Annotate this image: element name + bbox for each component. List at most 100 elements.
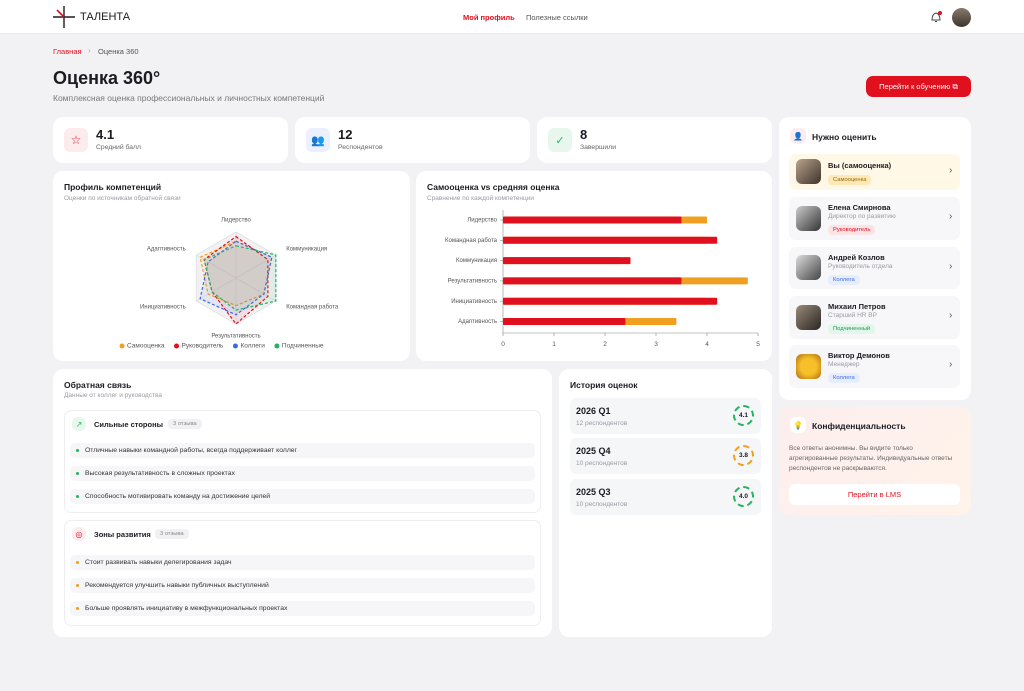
person-row[interactable]: Виктор Демонов Менеджер Коллега › (789, 345, 960, 388)
person-name: Елена Смирнова (828, 203, 891, 212)
person-role: Старший HR BP (828, 312, 877, 319)
item-text: Больше проявлять инициативу в межфункцио… (85, 605, 288, 612)
lms-button[interactable]: Перейти в LMS (789, 484, 960, 505)
history-card: История оценок 2026 Q1 12 респондентов 4… (559, 369, 772, 637)
score-ring: 3.8 (733, 445, 754, 466)
privacy-card: 💡 Конфиденциальность Все ответы анонимны… (779, 407, 971, 515)
person-avatar (796, 305, 821, 330)
nav-link[interactable]: Полезные ссылки (526, 13, 588, 22)
stat-value: 4.1 (96, 127, 115, 142)
chevron: › (949, 165, 953, 176)
person-avatar (796, 206, 821, 231)
item-text: Способность мотивировать команду на дост… (85, 493, 271, 500)
page-title: Оценка 360° (53, 68, 161, 88)
logo-icon (53, 6, 75, 28)
stat-icon: ✓ (548, 128, 572, 152)
card-subtitle: Данные от коллег и руководства (64, 392, 162, 399)
stat-label: Средний балл (96, 144, 141, 151)
item-text: Стоит развивать навыки делегирования зад… (85, 559, 232, 566)
item-text: Рекомендуется улучшить навыки публичных … (85, 582, 269, 589)
privacy-text: Все ответы анонимны. Вы видите только аг… (789, 445, 953, 472)
growth-icon: ◎ (72, 527, 86, 541)
card-icon: 👤 (790, 128, 806, 144)
item-text: Отличные навыки командной работы, всегда… (85, 447, 298, 454)
count-pill: 3 отзыва (155, 529, 189, 539)
stat-icon: 👥 (306, 128, 330, 152)
feedback-card: Обратная связь Данные от коллег и руково… (53, 369, 552, 637)
to-rate-card: 👤 Нужно оценить Вы (самооценка) Самооцен… (779, 117, 971, 400)
card-title: Самооценка vs средняя оценка (427, 182, 560, 192)
logo-text: ТАЛЕНТА (80, 11, 131, 23)
card-title: История оценок (570, 380, 638, 390)
period: 2025 Q3 (576, 487, 611, 497)
feedback-item: Высокая результативность в сложных проек… (70, 466, 535, 481)
person-row[interactable]: Андрей Козлов Руководитель отдела Коллег… (789, 247, 960, 289)
learn-button[interactable]: Перейти к обучению ⧉ (866, 76, 971, 97)
person-tag: Самооценка (828, 175, 872, 185)
person-avatar (796, 354, 821, 379)
bell[interactable] (929, 10, 943, 24)
person-tag: Коллега (828, 275, 860, 285)
card-title: Профиль компетенций (64, 182, 162, 192)
stat-card: 👥 12 Респондентов (295, 117, 530, 163)
stat-icon: ☆ (64, 128, 88, 152)
stat-value: 8 (580, 127, 588, 142)
feedback-item: Больше проявлять инициативу в межфункцио… (70, 601, 535, 616)
person-row[interactable]: Вы (самооценка) Самооценка › (789, 154, 960, 190)
strengths-box: ↗ Сильные стороны 3 отзыва Отличные навы… (64, 410, 541, 513)
respondents: 10 респондентов (576, 460, 628, 467)
bar-card: Самооценка vs средняя оценка Сравнение п… (416, 171, 772, 361)
card-subtitle: Сравнение по каждой компетенции (427, 195, 534, 202)
page-subtitle: Комплексная оценка профессиональных и ли… (53, 93, 325, 103)
respondents: 12 респондентов (576, 420, 628, 427)
history-entry: 2026 Q1 12 респондентов 4.1 (570, 398, 761, 434)
stat-card: ☆ 4.1 Средний балл (53, 117, 288, 163)
breadcrumb-link[interactable]: Главная (53, 47, 82, 56)
nav-link[interactable]: Мой профиль (463, 13, 515, 22)
stat-card: ✓ 8 Завершили (537, 117, 772, 163)
stat-label: Респондентов (338, 144, 383, 151)
button-label: Перейти к обучению (879, 82, 951, 91)
chevron: › (949, 211, 953, 222)
chevron: › (949, 261, 953, 272)
person-tag: Подчиненный (828, 324, 876, 334)
person-role: Директор по развитию (828, 213, 896, 220)
radar-card: Профиль компетенций Оценки по источникам… (53, 171, 410, 361)
score-ring: 4.1 (733, 405, 754, 426)
card-title: Обратная связь (64, 380, 132, 390)
chevron: › (949, 310, 953, 321)
period: 2025 Q4 (576, 446, 611, 456)
section-title: Зоны развития (94, 530, 151, 539)
chevron: › (949, 359, 953, 370)
person-avatar (796, 255, 821, 280)
person-name: Виктор Демонов (828, 351, 890, 360)
person-tag: Руководитель (828, 225, 876, 235)
strengths-icon: ↗ (72, 417, 86, 431)
header (0, 0, 1024, 34)
respondents: 10 респондентов (576, 501, 628, 508)
period: 2026 Q1 (576, 406, 611, 416)
history-entry: 2025 Q4 10 респондентов 3.8 (570, 438, 761, 474)
person-name: Андрей Козлов (828, 253, 885, 262)
person-role: Руководитель отдела (828, 263, 893, 270)
card-icon: 💡 (790, 417, 806, 433)
feedback-item: Способность мотивировать команду на дост… (70, 489, 535, 504)
feedback-item: Стоит развивать навыки делегирования зад… (70, 555, 535, 570)
breadcrumb-current: Оценка 360 (98, 47, 139, 56)
card-title: Конфиденциальность (812, 421, 906, 431)
person-row[interactable]: Елена Смирнова Директор по развитию Руко… (789, 197, 960, 240)
person-tag: Коллега (828, 373, 860, 383)
score-ring: 4.0 (733, 486, 754, 507)
stat-label: Завершили (580, 144, 616, 151)
breadcrumb-separator: › (88, 46, 91, 55)
avatar[interactable] (952, 8, 971, 27)
person-row[interactable]: Михаил Петров Старший HR BP Подчиненный … (789, 296, 960, 339)
feedback-item: Рекомендуется улучшить навыки публичных … (70, 578, 535, 593)
feedback-item: Отличные навыки командной работы, всегда… (70, 443, 535, 458)
person-avatar (796, 159, 821, 184)
person-name: Михаил Петров (828, 302, 886, 311)
section-title: Сильные стороны (94, 420, 164, 429)
item-text: Высокая результативность в сложных проек… (85, 470, 235, 477)
stat-value: 12 (338, 127, 353, 142)
